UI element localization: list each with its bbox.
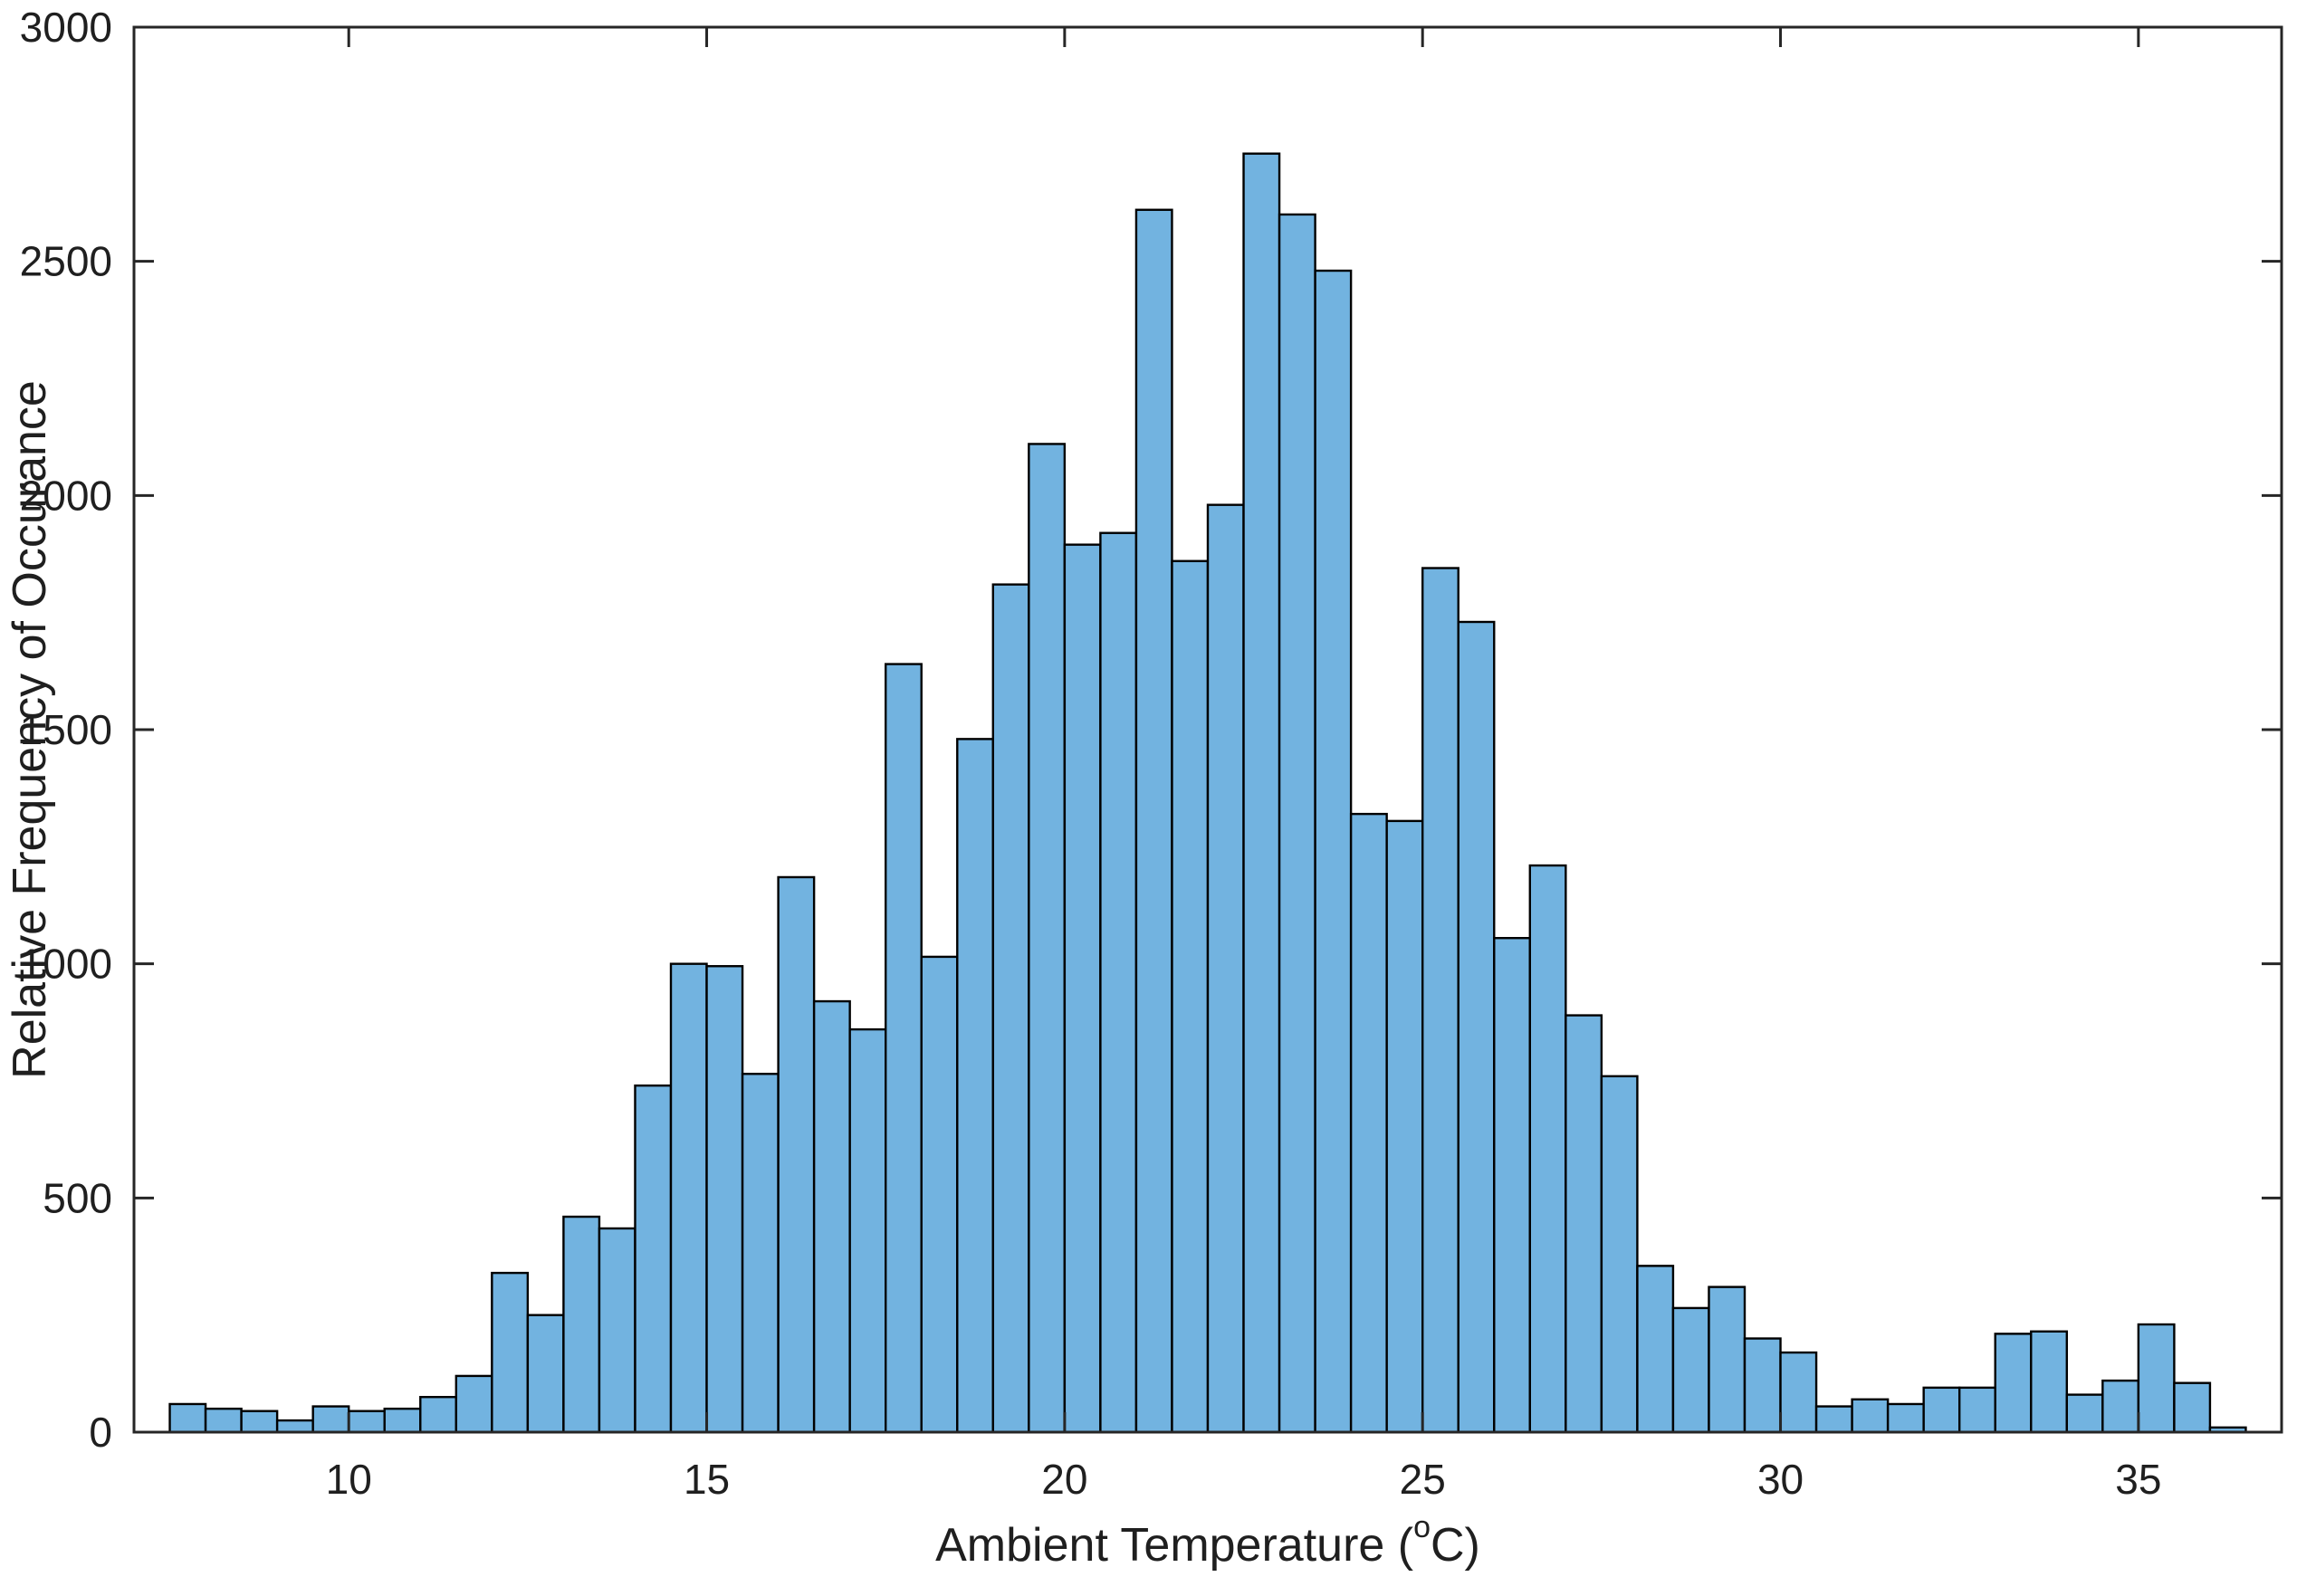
histogram-bar bbox=[1385, 819, 1424, 1434]
x-tick-label: 25 bbox=[1400, 1456, 1446, 1503]
histogram-bar bbox=[705, 965, 744, 1434]
histogram-bar bbox=[1565, 1014, 1603, 1434]
x-axis-label-prefix: Ambient Temperature ( bbox=[935, 1519, 1414, 1572]
histogram-bar bbox=[275, 1419, 314, 1434]
histogram-bar bbox=[956, 738, 995, 1434]
histogram-bar bbox=[669, 962, 708, 1434]
x-tick-label: 10 bbox=[326, 1456, 372, 1503]
histogram-bar bbox=[1743, 1337, 1782, 1434]
histogram-bar bbox=[1671, 1306, 1710, 1434]
histogram-bar bbox=[240, 1410, 279, 1434]
histogram-bar bbox=[848, 1027, 887, 1434]
x-axis-label-superscript: o bbox=[1413, 1510, 1431, 1544]
histogram-bar bbox=[1206, 503, 1245, 1434]
histogram-bar bbox=[348, 1410, 386, 1434]
y-tick-label: 2000 bbox=[20, 472, 112, 519]
histogram-bar bbox=[1636, 1265, 1675, 1434]
histogram-bar bbox=[1278, 213, 1316, 1434]
histogram-bar bbox=[2101, 1379, 2140, 1434]
histogram-bar bbox=[2065, 1393, 2104, 1434]
histogram-bar bbox=[491, 1271, 530, 1434]
y-tick-label: 500 bbox=[43, 1174, 112, 1221]
histogram-bar bbox=[885, 663, 923, 1434]
histogram-bar bbox=[777, 875, 816, 1434]
histogram-bar bbox=[2030, 1330, 2069, 1434]
y-tick-label: 1500 bbox=[20, 706, 112, 753]
histogram-bar bbox=[920, 955, 959, 1434]
histogram-bar bbox=[634, 1084, 673, 1434]
histogram-bar bbox=[168, 1402, 207, 1434]
histogram-bar bbox=[204, 1407, 243, 1434]
histogram-bar bbox=[991, 583, 1030, 1434]
y-tick-label: 1000 bbox=[20, 941, 112, 988]
histogram-bar bbox=[741, 1073, 780, 1434]
histogram-bar bbox=[1349, 812, 1388, 1434]
histogram-bar bbox=[1708, 1285, 1747, 1434]
y-axis-label: Relative Frequency of Occurance bbox=[4, 380, 56, 1079]
histogram-bar bbox=[1063, 543, 1102, 1434]
y-tick-label: 0 bbox=[89, 1409, 112, 1456]
histogram-bar bbox=[1099, 531, 1138, 1434]
histogram-bar bbox=[1171, 559, 1210, 1434]
histogram-bar bbox=[598, 1227, 636, 1434]
histogram-bar bbox=[1134, 208, 1173, 1434]
histogram-bar bbox=[1851, 1398, 1890, 1434]
x-axis-label: Ambient Temperature (oC) bbox=[935, 1510, 1480, 1572]
histogram-bar bbox=[1600, 1075, 1639, 1434]
histogram-bar bbox=[562, 1215, 601, 1434]
axes-layer: 10 15 20 25 30 35 0 500 1000 1500 2000 2500 3000 bbox=[20, 4, 2283, 1503]
histogram-bar bbox=[1421, 567, 1459, 1434]
histogram-bar bbox=[1528, 864, 1567, 1434]
x-tick-label: 30 bbox=[1757, 1456, 1804, 1503]
histogram-bar bbox=[455, 1374, 493, 1434]
x-axis-label-suffix: C) bbox=[1431, 1519, 1480, 1572]
histogram-bar bbox=[2173, 1381, 2212, 1434]
histogram-bar bbox=[311, 1405, 350, 1434]
histogram-bar bbox=[419, 1395, 457, 1434]
histogram-bar bbox=[1779, 1351, 1818, 1434]
histogram-bar bbox=[812, 999, 851, 1434]
histogram-bar bbox=[1028, 443, 1067, 1434]
y-tick-label: 3000 bbox=[20, 4, 112, 51]
histogram-bar bbox=[1922, 1386, 1961, 1434]
histogram-bar bbox=[1493, 937, 1532, 1434]
x-tick-label: 20 bbox=[1041, 1456, 1087, 1503]
histogram-bar bbox=[1994, 1333, 2033, 1434]
x-tick-label: 35 bbox=[2115, 1456, 2161, 1503]
histogram-bar bbox=[1957, 1386, 1996, 1434]
histogram-bar bbox=[383, 1407, 422, 1434]
histogram-bar bbox=[1814, 1405, 1853, 1434]
histogram-bar bbox=[1242, 152, 1281, 1434]
bars-layer bbox=[168, 152, 2247, 1434]
histogram-bar bbox=[2137, 1323, 2176, 1434]
y-tick-label: 2500 bbox=[20, 238, 112, 285]
x-tick-label: 15 bbox=[684, 1456, 730, 1503]
histogram-bar bbox=[1457, 620, 1496, 1434]
histogram-bar bbox=[526, 1314, 565, 1434]
histogram-bar bbox=[1314, 269, 1353, 1434]
histogram-bar bbox=[1886, 1402, 1925, 1434]
